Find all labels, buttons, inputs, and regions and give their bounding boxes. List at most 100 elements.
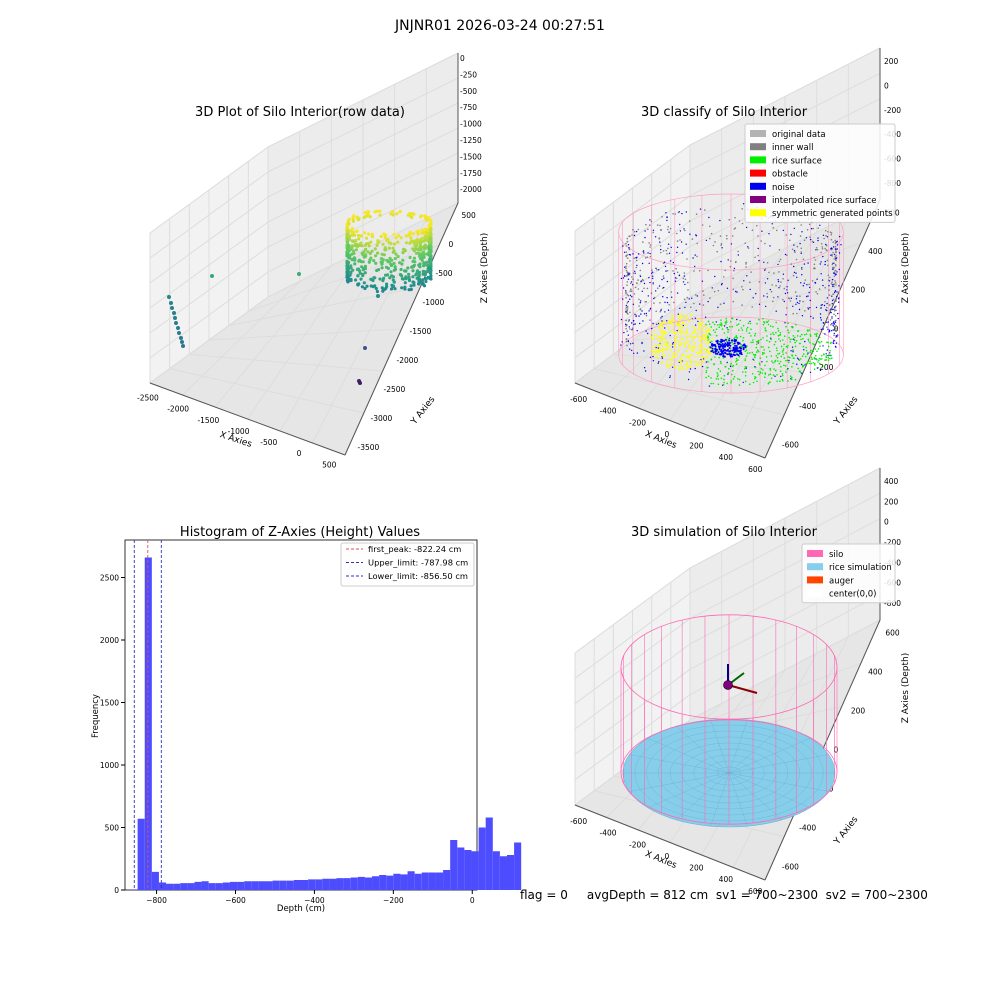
inner-wall-point [741, 304, 743, 306]
symmetric-point [654, 343, 657, 346]
rice-surface-point [779, 370, 782, 373]
noise-point [664, 327, 666, 329]
rice-surface-point [776, 349, 778, 352]
noise-point [669, 260, 672, 262]
symmetric-point [658, 336, 660, 338]
legend-swatch [750, 156, 766, 164]
inner-wall-point [768, 271, 770, 274]
data-point [359, 277, 363, 281]
rice-surface-point [800, 338, 802, 341]
rice-surface-point [717, 368, 720, 370]
noise-point [834, 345, 837, 348]
symmetric-point [662, 348, 664, 351]
inner-wall-point [629, 290, 632, 292]
noise-point [837, 301, 840, 303]
rice-surface-point [780, 365, 782, 368]
data-point [409, 284, 413, 288]
rice-surface-point [782, 353, 784, 356]
rice-surface-point [765, 330, 767, 332]
legend-label: rice simulation [829, 563, 892, 573]
legend-label: first_peak: -822.24 cm [368, 544, 461, 554]
rice-surface-point [738, 355, 741, 358]
noise-point [687, 378, 690, 381]
noise-point [831, 316, 833, 318]
rice-surface-point [813, 362, 816, 365]
inner-wall-point [830, 234, 832, 236]
noise-point [833, 291, 836, 294]
symmetric-point [705, 342, 708, 345]
data-point [422, 283, 426, 287]
noise-point [708, 216, 710, 219]
inner-wall-point [693, 302, 695, 305]
symmetric-point [704, 339, 707, 342]
noise-point [632, 253, 634, 255]
inner-wall-point [625, 242, 627, 245]
data-point [429, 246, 433, 250]
noise-point [833, 322, 835, 325]
noise-point [831, 248, 833, 250]
data-point [356, 274, 360, 278]
noise-point [803, 263, 806, 265]
rice-surface-point [727, 371, 730, 374]
data-point [345, 253, 349, 257]
noise-point [726, 341, 729, 344]
x-tick-label: -400 [600, 407, 617, 416]
noise-point [717, 306, 719, 308]
inner-wall-point [745, 266, 747, 268]
symmetric-point [685, 314, 687, 317]
inner-wall-point [792, 274, 795, 277]
rice-surface-point [744, 366, 746, 368]
data-point [407, 278, 412, 283]
histogram-bar [301, 880, 309, 890]
data-point [393, 267, 398, 271]
noise-point [725, 343, 728, 346]
noise-point [738, 352, 741, 355]
panel-histogram: −800 −600 −400 −200 005001000150020002500Dep… [91, 525, 522, 914]
inner-wall-point [629, 311, 631, 314]
inner-wall-point [827, 274, 830, 277]
inner-wall-point [832, 293, 835, 296]
inner-wall-point [804, 279, 807, 281]
symmetric-point [671, 319, 674, 322]
inner-wall-point [666, 269, 669, 272]
data-point [363, 210, 367, 215]
symmetric-point [697, 328, 700, 331]
rice-surface-point [744, 371, 747, 373]
rice-surface-point [775, 321, 777, 324]
z-tick-label: 0 [460, 54, 465, 63]
inner-wall-point [662, 250, 665, 252]
noise-point [674, 280, 677, 282]
rice-surface-point [732, 343, 734, 345]
symmetric-point [654, 334, 656, 337]
inner-wall-point [728, 218, 731, 221]
rice-surface-point [820, 340, 823, 343]
rice-surface-point [819, 336, 821, 339]
noise-point [628, 326, 630, 328]
noise-point [793, 250, 796, 252]
noise-point [636, 352, 639, 354]
noise-point [663, 286, 665, 289]
inner-wall-point [811, 280, 814, 282]
symmetric-point [699, 340, 702, 342]
inner-wall-point [835, 309, 837, 312]
inner-wall-point [832, 298, 835, 301]
inner-wall-point [649, 246, 651, 248]
noise-point [722, 355, 725, 358]
noise-point [652, 229, 655, 231]
symmetric-point [682, 360, 685, 363]
noise-point [757, 247, 759, 250]
noise-point [709, 346, 712, 349]
x-tick-label: 0 [665, 430, 670, 439]
histogram-bar [265, 881, 273, 890]
noise-point [804, 364, 806, 366]
noise-point [815, 249, 817, 251]
noise-point [755, 293, 757, 295]
data-point [354, 238, 358, 243]
legend-box [801, 543, 896, 604]
legend-label: noise [772, 183, 795, 193]
y-tick-label: -400 [799, 402, 816, 411]
data-point [384, 265, 389, 269]
noise-point [786, 286, 788, 288]
inner-wall-point [637, 228, 640, 231]
rice-surface-point [768, 374, 770, 376]
